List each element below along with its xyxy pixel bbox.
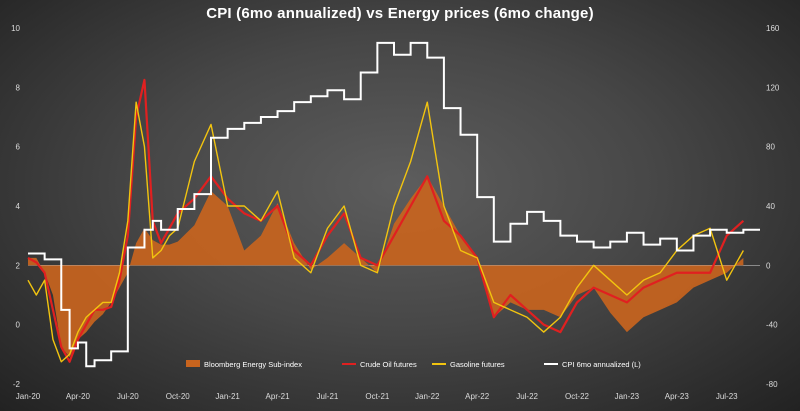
y-right-tick-label: 80 xyxy=(766,143,775,152)
x-tick-label: Apr-21 xyxy=(266,392,291,401)
x-tick-label: Apr-22 xyxy=(465,392,490,401)
series-crude-oil-futures-line xyxy=(27,78,745,363)
x-tick-label: Jan-21 xyxy=(215,392,240,401)
y-left-tick-label: 2 xyxy=(16,261,21,270)
x-tick-label: Oct-21 xyxy=(365,392,390,401)
x-tick-label: Oct-20 xyxy=(166,392,191,401)
x-tick-label: Apr-20 xyxy=(66,392,91,401)
legend-label: Gasoline futures xyxy=(450,360,505,369)
y-left-tick-label: 10 xyxy=(11,24,20,33)
x-tick-label: Oct-22 xyxy=(565,392,590,401)
series-energy-area xyxy=(28,176,744,358)
x-tick-label: Jul-20 xyxy=(117,392,139,401)
y-right-tick-label: -40 xyxy=(766,321,778,330)
legend-label: Crude Oil futures xyxy=(360,360,417,369)
y-right-tick-label: 0 xyxy=(766,261,771,270)
x-tick-label: Apr-23 xyxy=(665,392,690,401)
series-cpi-step-line xyxy=(28,41,760,368)
legend-swatch-area xyxy=(186,360,200,367)
y-left-tick-label: 6 xyxy=(16,143,21,152)
x-tick-label: Jan-22 xyxy=(415,392,440,401)
y-right-tick-label: 120 xyxy=(766,83,780,92)
x-tick-label: Jul-23 xyxy=(716,392,738,401)
y-left-tick-label: 8 xyxy=(16,83,21,92)
legend-label: CPI 6mo annualized (L) xyxy=(562,360,641,369)
y-right-tick-label: 160 xyxy=(766,24,780,33)
y-left-tick-label: 0 xyxy=(16,321,21,330)
y-left-tick-label: 4 xyxy=(16,202,21,211)
x-tick-label: Jan-23 xyxy=(615,392,640,401)
y-left-tick-label: -2 xyxy=(13,380,21,389)
y-right-tick-label: -80 xyxy=(766,380,778,389)
series-gasoline-futures-line xyxy=(27,101,744,363)
legend-label: Bloomberg Energy Sub-index xyxy=(204,360,302,369)
y-right-tick-label: 40 xyxy=(766,202,775,211)
x-tick-label: Jan-20 xyxy=(16,392,41,401)
x-tick-label: Jul-22 xyxy=(516,392,538,401)
x-tick-label: Jul-21 xyxy=(317,392,339,401)
chart-title: CPI (6mo annualized) vs Energy prices (6… xyxy=(206,5,594,22)
